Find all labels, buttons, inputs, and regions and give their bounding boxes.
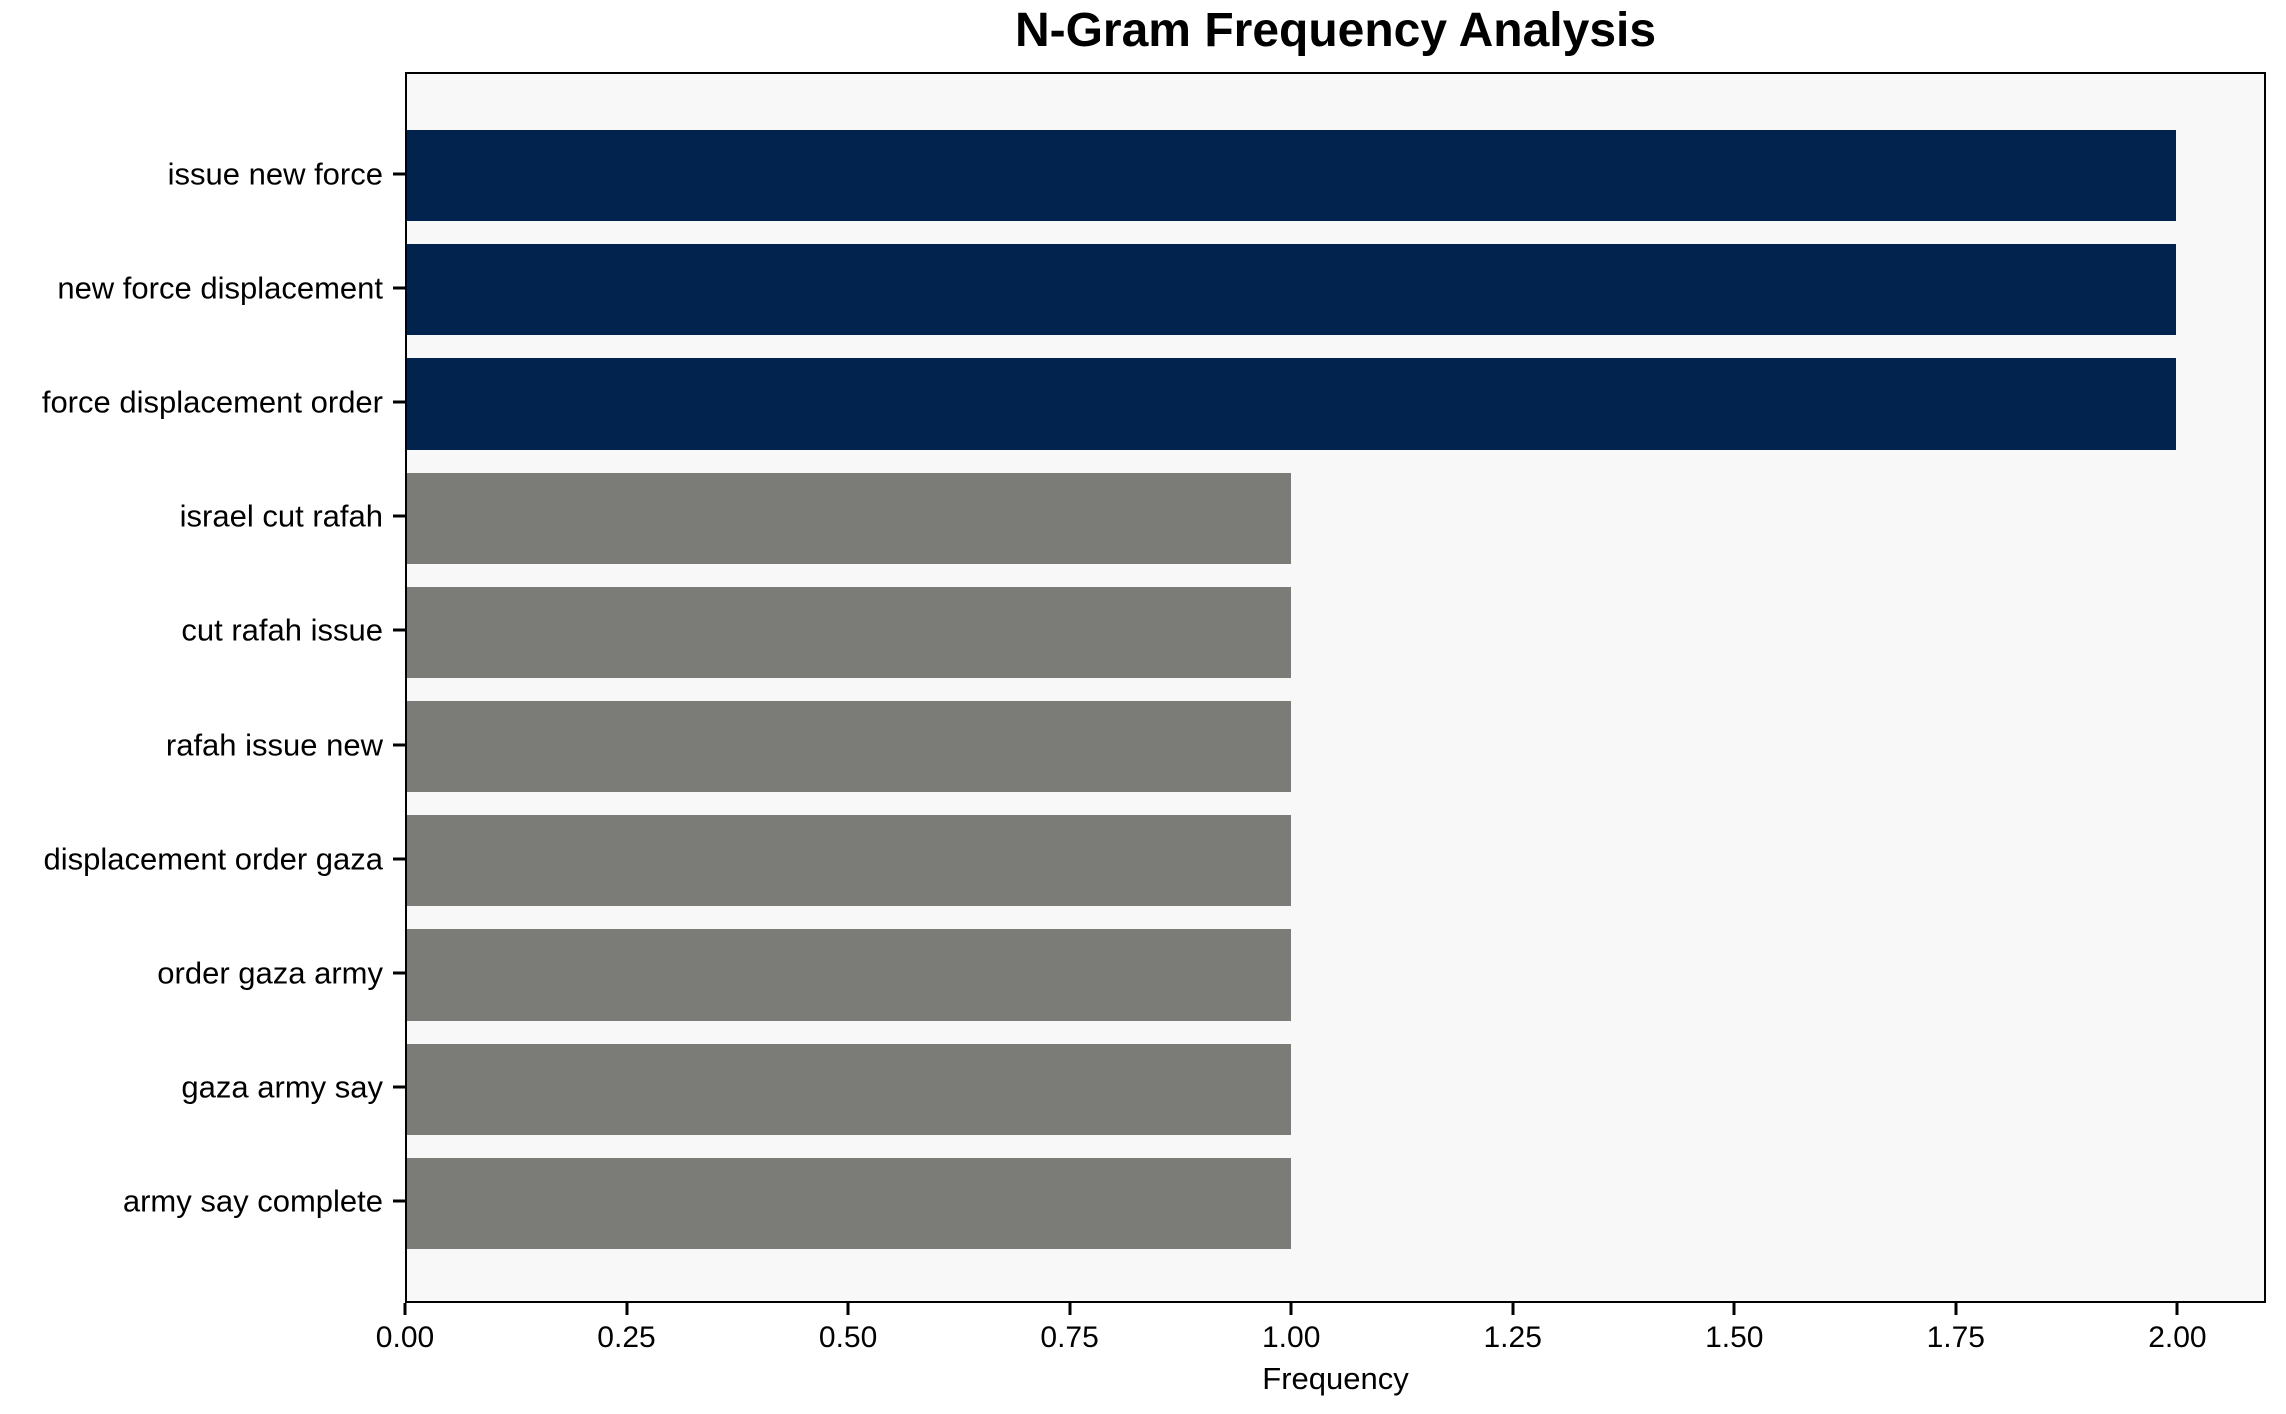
bar <box>407 700 1292 793</box>
y-tick <box>393 1199 405 1203</box>
plot-area <box>405 72 2266 1303</box>
bar <box>407 1157 1292 1250</box>
y-tick <box>393 628 405 632</box>
bar <box>407 358 2176 450</box>
bar <box>407 1043 1292 1135</box>
x-tick <box>1289 1303 1293 1315</box>
y-tick-label: israel cut rafah <box>179 498 383 534</box>
y-tick-label: army say complete <box>122 1183 383 1219</box>
y-tick <box>393 172 405 176</box>
y-tick-label: gaza army say <box>181 1069 383 1105</box>
y-tick <box>393 743 405 747</box>
x-tick <box>1954 1303 1958 1315</box>
y-tick-label: displacement order gaza <box>43 841 383 877</box>
x-tick <box>846 1303 850 1315</box>
bar <box>407 815 1292 907</box>
bar <box>407 472 1292 564</box>
x-tick-label: 0.00 <box>375 1321 435 1354</box>
y-tick-label: issue new force <box>167 156 383 192</box>
x-tick-label: 1.50 <box>1705 1321 1764 1354</box>
x-tick-label: 2.00 <box>2148 1321 2207 1354</box>
y-tick <box>393 400 405 404</box>
x-tick <box>1511 1303 1515 1315</box>
bar <box>407 586 1292 679</box>
x-tick-label: 1.75 <box>1926 1321 1985 1354</box>
y-tick <box>393 1085 405 1089</box>
x-tick <box>1732 1303 1736 1315</box>
x-tick <box>1068 1303 1072 1315</box>
y-tick-label: cut rafah issue <box>181 612 383 648</box>
y-tick-label: force displacement order <box>41 384 383 420</box>
x-tick <box>2175 1303 2179 1315</box>
y-tick-label: new force displacement <box>57 270 383 306</box>
chart-title: N-Gram Frequency Analysis <box>1014 4 1657 57</box>
x-tick-label: 1.25 <box>1483 1321 1542 1354</box>
x-tick-label: 0.25 <box>597 1321 656 1354</box>
x-tick-label: 0.75 <box>1040 1321 1099 1354</box>
bar <box>407 929 1292 1021</box>
x-axis-label: Frequency <box>1262 1361 1409 1396</box>
x-tick-label: 0.50 <box>818 1321 878 1354</box>
y-tick <box>393 286 405 290</box>
bar <box>407 244 2176 336</box>
x-tick <box>403 1303 407 1315</box>
bar <box>407 130 2176 222</box>
x-tick-label: 1.00 <box>1261 1321 1321 1354</box>
x-tick <box>625 1303 628 1315</box>
y-tick-label: order gaza army <box>157 955 383 991</box>
y-tick <box>393 971 405 975</box>
y-tick <box>393 514 405 518</box>
y-tick-label: rafah issue new <box>165 727 383 763</box>
y-tick <box>393 857 405 861</box>
